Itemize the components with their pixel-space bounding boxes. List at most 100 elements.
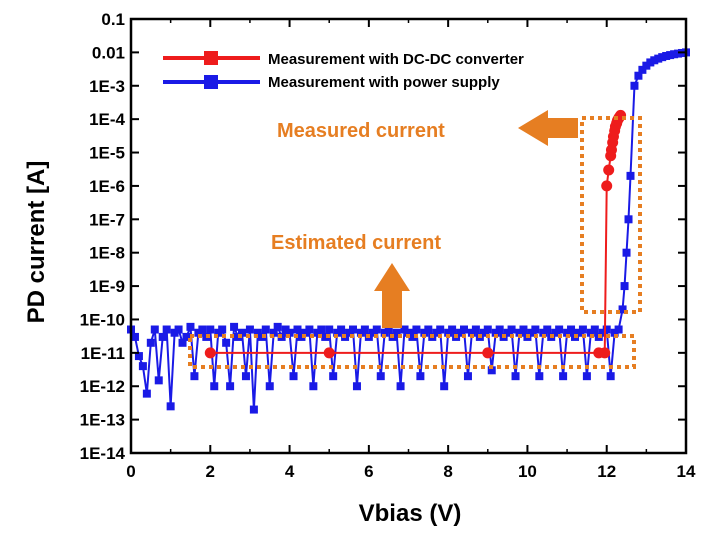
data-point-supply <box>222 339 230 347</box>
data-point-supply <box>305 326 313 334</box>
data-point-supply <box>290 372 298 380</box>
data-point-supply <box>543 326 551 334</box>
data-point-supply <box>559 372 567 380</box>
data-point-supply <box>519 326 527 334</box>
x-tick-label: 0 <box>126 462 135 481</box>
legend-label-supply: Measurement with power supply <box>268 74 500 91</box>
data-point-dcdc <box>324 347 335 358</box>
plot-area <box>127 48 690 413</box>
data-point-supply <box>186 323 194 331</box>
data-point-supply <box>625 215 633 223</box>
data-point-supply <box>531 326 539 334</box>
x-tick-label: 10 <box>518 462 537 481</box>
data-point-dcdc <box>603 164 614 175</box>
data-point-supply <box>163 326 171 334</box>
y-tick-label: 1E-11 <box>81 344 125 363</box>
x-tick-label: 14 <box>677 462 696 481</box>
y-axis-title: PD current [A] <box>23 161 50 324</box>
data-point-supply <box>329 372 337 380</box>
data-point-supply <box>274 323 282 331</box>
data-point-supply <box>198 326 206 334</box>
y-tick-label: 1E-4 <box>89 110 125 129</box>
data-point-supply <box>484 326 492 334</box>
data-point-supply <box>630 82 638 90</box>
y-tick-label: 1E-12 <box>80 377 125 396</box>
x-tick-label: 6 <box>364 462 373 481</box>
data-point-supply <box>496 326 504 334</box>
y-tick-label: 0.01 <box>92 43 125 62</box>
data-point-supply <box>218 326 226 334</box>
data-point-supply <box>555 326 563 334</box>
data-point-supply <box>448 326 456 334</box>
data-point-supply <box>147 339 155 347</box>
data-point-supply <box>159 333 167 341</box>
y-tick-label: 1E-5 <box>89 144 125 163</box>
data-point-supply <box>512 372 520 380</box>
data-point-supply <box>583 372 591 380</box>
data-point-supply <box>294 326 302 334</box>
data-point-supply <box>349 326 357 334</box>
data-point-supply <box>167 402 175 410</box>
data-point-supply <box>603 326 611 334</box>
arrow-left-icon <box>518 110 578 146</box>
y-tick-label: 1E-6 <box>89 177 125 196</box>
data-point-supply <box>567 326 575 334</box>
y-tick-label: 1E-3 <box>89 77 125 96</box>
data-point-dcdc <box>601 180 612 191</box>
data-point-supply <box>353 382 361 390</box>
data-point-supply <box>143 390 151 398</box>
data-point-supply <box>151 326 159 334</box>
annotation-estimated-current: Estimated current <box>271 232 441 254</box>
data-point-supply <box>250 406 258 414</box>
annotation-measured-current: Measured current <box>277 120 445 142</box>
y-tick-label: 1E-13 <box>80 411 125 430</box>
data-point-supply <box>190 372 198 380</box>
data-point-supply <box>579 326 587 334</box>
y-tick-label: 1E-9 <box>89 277 125 296</box>
data-point-supply <box>591 326 599 334</box>
data-point-supply <box>206 326 214 334</box>
data-point-supply <box>377 372 385 380</box>
x-tick-label: 8 <box>443 462 452 481</box>
y-tick-label: 0.1 <box>101 10 125 29</box>
data-point-supply <box>436 326 444 334</box>
data-point-supply <box>337 326 345 334</box>
y-tick-label: 1E-14 <box>80 444 126 463</box>
legend-marker-dcdc <box>204 51 218 65</box>
data-point-supply <box>242 372 250 380</box>
data-point-supply <box>472 326 480 334</box>
data-point-supply <box>424 326 432 334</box>
data-point-supply <box>508 326 516 334</box>
data-point-dcdc <box>205 347 216 358</box>
data-point-supply <box>230 323 238 331</box>
data-point-dcdc <box>482 347 493 358</box>
data-point-supply <box>607 372 615 380</box>
data-point-supply <box>226 382 234 390</box>
data-point-supply <box>262 326 270 334</box>
data-point-supply <box>535 372 543 380</box>
data-point-supply <box>155 376 163 384</box>
arrow-up-icon <box>374 263 410 328</box>
y-tick-label: 1E-8 <box>89 244 125 263</box>
data-point-dcdc <box>599 347 610 358</box>
data-point-supply <box>621 282 629 290</box>
data-point-supply <box>246 326 254 334</box>
data-point-supply <box>210 382 218 390</box>
data-point-supply <box>266 382 274 390</box>
data-point-supply <box>460 326 468 334</box>
data-point-supply <box>464 372 472 380</box>
data-point-supply <box>615 326 623 334</box>
x-axis-title: Vbias (V) <box>359 500 462 527</box>
legend-label-dcdc: Measurement with DC-DC converter <box>268 51 524 68</box>
data-point-supply <box>416 372 424 380</box>
data-point-supply <box>309 382 317 390</box>
legend: Measurement with DC-DC converter Measure… <box>163 51 524 91</box>
x-tick-label: 4 <box>285 462 295 481</box>
data-point-supply <box>412 326 420 334</box>
data-point-supply <box>175 326 183 334</box>
y-tick-label: 1E-10 <box>80 310 125 329</box>
data-point-supply <box>361 326 369 334</box>
data-point-supply <box>623 249 631 257</box>
data-point-supply <box>440 382 448 390</box>
